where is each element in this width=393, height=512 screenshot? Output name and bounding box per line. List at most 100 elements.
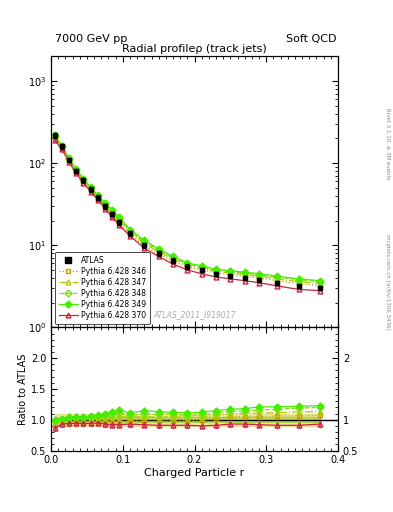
Pythia 6.428 370 [88,188,93,195]
Pythia 6.428 348 [257,271,261,278]
Pythia 6.428 346 [88,187,93,193]
Pythia 6.428 347 [103,202,107,208]
Pythia 6.428 347 [117,218,121,224]
Pythia 6.428 348 [156,247,161,253]
Pythia 6.428 370 [214,274,219,280]
Pythia 6.428 347 [242,271,247,278]
Pythia 6.428 348 [171,254,175,261]
Pythia 6.428 346 [103,204,107,210]
Pythia 6.428 348 [242,270,247,276]
Pythia 6.428 349 [275,273,279,279]
Pythia 6.428 348 [59,143,64,150]
Pythia 6.428 346 [142,243,147,249]
Pythia 6.428 346 [296,281,301,287]
Pythia 6.428 347 [199,266,204,272]
Text: Soft QCD: Soft QCD [286,33,336,44]
Pythia 6.428 349 [185,260,190,266]
Pythia 6.428 348 [88,185,93,191]
Pythia 6.428 370 [103,205,107,211]
Pythia 6.428 349 [228,268,233,274]
Pythia 6.428 370 [296,286,301,292]
Pythia 6.428 347 [88,185,93,191]
X-axis label: Charged Particle r: Charged Particle r [144,468,245,478]
Text: 7000 GeV pp: 7000 GeV pp [55,33,127,44]
Pythia 6.428 347 [275,276,279,282]
Pythia 6.428 349 [156,246,161,252]
Pythia 6.428 348 [296,276,301,283]
Pythia 6.428 349 [67,155,72,161]
Pythia 6.428 346 [128,231,132,237]
Pythia 6.428 346 [242,273,247,279]
Pythia 6.428 347 [171,256,175,262]
Pythia 6.428 348 [103,201,107,207]
Text: Rivet 3.1.10, ≥ 3M events: Rivet 3.1.10, ≥ 3M events [385,108,390,179]
Pythia 6.428 370 [117,222,121,228]
Pythia 6.428 349 [214,266,219,272]
Pythia 6.428 346 [185,264,190,270]
Pythia 6.428 370 [156,253,161,260]
Pythia 6.428 370 [52,137,57,143]
Pythia 6.428 347 [156,249,161,255]
Line: Pythia 6.428 348: Pythia 6.428 348 [52,134,323,284]
Pythia 6.428 349 [81,176,86,182]
Pythia 6.428 346 [275,278,279,284]
Pythia 6.428 349 [199,263,204,269]
Pythia 6.428 347 [52,134,57,140]
Text: mcplots.cern.ch [arXiv:1306.3436]: mcplots.cern.ch [arXiv:1306.3436] [385,234,390,329]
Y-axis label: Ratio to ATLAS: Ratio to ATLAS [18,353,28,424]
Title: Radial profileρ (track jets): Radial profileρ (track jets) [122,44,267,54]
Pythia 6.428 370 [81,180,86,186]
Pythia 6.428 349 [142,237,147,243]
Pythia 6.428 348 [74,167,79,173]
Pythia 6.428 349 [52,132,57,138]
Pythia 6.428 348 [110,208,114,214]
Pythia 6.428 347 [110,209,114,216]
Pythia 6.428 370 [59,146,64,152]
Pythia 6.428 347 [257,273,261,279]
Pythia 6.428 349 [171,253,175,260]
Pythia 6.428 346 [95,196,100,202]
Pythia 6.428 346 [171,258,175,264]
Pythia 6.428 370 [74,170,79,177]
Pythia 6.428 347 [214,268,219,274]
Pythia 6.428 346 [117,220,121,226]
Pythia 6.428 349 [117,214,121,220]
Pythia 6.428 349 [59,143,64,149]
Pythia 6.428 349 [95,192,100,198]
Line: Pythia 6.428 349: Pythia 6.428 349 [52,133,323,283]
Pythia 6.428 347 [81,177,86,183]
Pythia 6.428 347 [142,241,147,247]
Pythia 6.428 370 [171,261,175,267]
Pythia 6.428 347 [228,270,233,276]
Line: Pythia 6.428 346: Pythia 6.428 346 [52,136,323,288]
Pythia 6.428 348 [52,133,57,139]
Pythia 6.428 348 [142,239,147,245]
Pythia 6.428 348 [117,216,121,222]
Pythia 6.428 347 [95,194,100,200]
Pythia 6.428 370 [142,245,147,251]
Pythia 6.428 370 [199,271,204,277]
Pythia 6.428 347 [74,167,79,173]
Pythia 6.428 348 [199,264,204,270]
Pythia 6.428 370 [318,288,322,294]
Line: Pythia 6.428 347: Pythia 6.428 347 [52,134,323,286]
Pythia 6.428 370 [67,159,72,165]
Pythia 6.428 346 [318,283,322,289]
Pythia 6.428 347 [296,279,301,285]
Pythia 6.428 370 [128,233,132,239]
Pythia 6.428 346 [199,267,204,273]
Pythia 6.428 370 [242,278,247,284]
Pythia 6.428 370 [275,283,279,289]
Pythia 6.428 349 [88,184,93,190]
Pythia 6.428 346 [214,270,219,276]
Pythia 6.428 346 [257,275,261,281]
Pythia 6.428 348 [228,268,233,274]
Pythia 6.428 346 [81,178,86,184]
Pythia 6.428 370 [95,197,100,203]
Pythia 6.428 348 [128,228,132,234]
Pythia 6.428 349 [318,278,322,284]
Pythia 6.428 348 [275,274,279,280]
Pythia 6.428 348 [81,176,86,182]
Text: ATLAS_2011_I919017: ATLAS_2011_I919017 [153,310,236,319]
Pythia 6.428 349 [110,207,114,213]
